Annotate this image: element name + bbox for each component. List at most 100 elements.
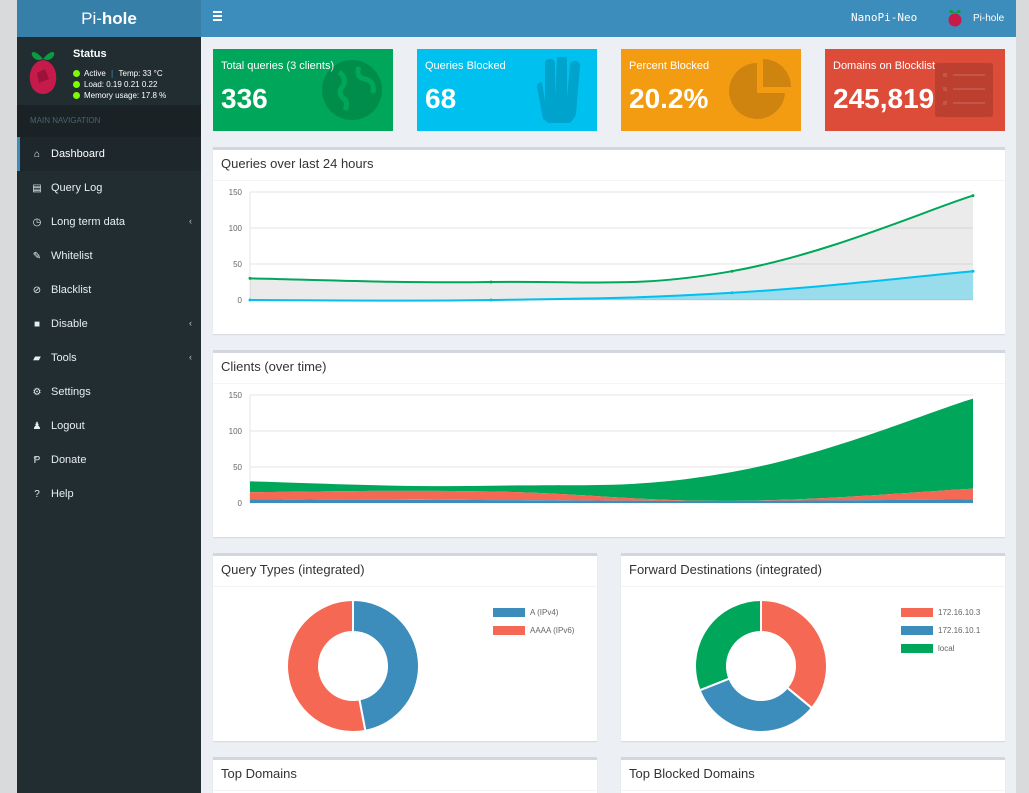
status-active: Active bbox=[84, 69, 106, 78]
sidebar-item-settings[interactable]: ⚙ Settings bbox=[17, 375, 201, 409]
status-memory: Memory usage: 17.8 % bbox=[84, 91, 167, 100]
queries-series-0-point-1 bbox=[489, 280, 493, 284]
sidebar: Pi-hole Status Active ❘ Temp: 33 °C Load: … bbox=[17, 0, 201, 793]
nav-list: ⌂ Dashboard ▤ Query Log ◷ Long term data ‹ ✎ Whi… bbox=[17, 137, 201, 511]
clock-icon: ◷ bbox=[32, 216, 42, 228]
logo-light: Pi- bbox=[81, 8, 102, 28]
queries-series-0-point-0 bbox=[248, 276, 252, 280]
raspberry-pi-logo bbox=[29, 52, 57, 94]
queries-series-1-point-1 bbox=[489, 298, 493, 302]
sidebar-item-label: Dashboard bbox=[51, 148, 105, 160]
stat-label: Queries Blocked bbox=[425, 60, 506, 72]
forward-destinations-legend: 172.16.10.3 172.16.10.1 local bbox=[901, 603, 980, 657]
sidebar-item-label: Whitelist bbox=[51, 250, 93, 262]
file-text-icon: ▤ bbox=[32, 182, 42, 194]
query-types-slice-0[interactable] bbox=[352, 598, 420, 733]
query-types-panel-title: Query Types (integrated) bbox=[213, 556, 597, 587]
question-circle-icon: ? bbox=[34, 488, 40, 500]
sidebar-item-label: Query Log bbox=[51, 182, 103, 194]
clients-ytick-label: 0 bbox=[238, 499, 243, 508]
queries-ytick-label: 100 bbox=[229, 224, 243, 233]
legend-swatch bbox=[901, 643, 933, 653]
load-dot-icon bbox=[73, 81, 80, 88]
raspberry-pi-icon bbox=[948, 9, 962, 27]
sidebar-item-blacklist[interactable]: ⊘ Blacklist bbox=[17, 273, 201, 307]
sidebar-item-tools[interactable]: ▰ Tools ‹ bbox=[17, 341, 201, 375]
clients-panel: Clients (over time) 0 50 100 150 bbox=[213, 350, 1005, 537]
sidebar-item-help[interactable]: ? Help bbox=[17, 477, 201, 511]
pie-chart-icon bbox=[729, 59, 791, 119]
hostname: NanoPi-Neo bbox=[851, 11, 918, 24]
app-logo[interactable]: Pi-hole bbox=[17, 0, 201, 37]
forward-destinations-legend-item[interactable]: 172.16.10.3 bbox=[901, 603, 980, 621]
sidebar-item-label: Settings bbox=[51, 386, 91, 398]
sidebar-item-whitelist[interactable]: ✎ Whitelist bbox=[17, 239, 201, 273]
legend-swatch bbox=[901, 607, 933, 617]
query-types-slice-1[interactable] bbox=[286, 598, 367, 733]
clients-series-2-area bbox=[250, 398, 973, 501]
user-menu[interactable]: Pi-hole bbox=[947, 7, 1004, 29]
ban-icon: ⊘ bbox=[32, 284, 42, 296]
memory-dot-icon bbox=[73, 92, 80, 99]
sidebar-item-label: Blacklist bbox=[51, 284, 92, 296]
forward-destinations-legend-item[interactable]: 172.16.10.1 bbox=[901, 621, 980, 639]
query-types-legend-item[interactable]: AAAA (IPv6) bbox=[493, 621, 574, 639]
top-domains-panel-title: Top Domains bbox=[213, 760, 597, 791]
sidebar-item-logout[interactable]: ♟ Logout bbox=[17, 409, 201, 443]
forward-destinations-slice-0[interactable] bbox=[760, 598, 828, 710]
globe-icon bbox=[322, 60, 382, 120]
stat-box-2: Queries Blocked 68 bbox=[417, 49, 597, 131]
active-dot-icon bbox=[73, 70, 80, 77]
thermometer-icon: ❘ bbox=[108, 69, 116, 78]
sidebar-item-donate[interactable]: Ᵽ Donate bbox=[17, 443, 201, 477]
queries-series-1-area bbox=[250, 271, 973, 301]
forward-destinations-slice-1[interactable] bbox=[698, 677, 814, 733]
queries-over-time-chart[interactable]: 0 50 100 150 bbox=[213, 184, 1005, 314]
sidebar-item-dashboard[interactable]: ⌂ Dashboard bbox=[17, 137, 201, 171]
edit-icon: ✎ bbox=[32, 250, 42, 262]
status-active-line: Active ❘ Temp: 33 °C bbox=[73, 68, 166, 79]
stat-value: 20.2% bbox=[629, 83, 709, 114]
queries-grid: 0 50 100 150 bbox=[229, 188, 973, 305]
sidebar-toggle-icon[interactable] bbox=[213, 11, 222, 23]
sidebar-item-disable[interactable]: ■ Disable ‹ bbox=[17, 307, 201, 341]
queries-series-1-point-3 bbox=[971, 269, 975, 273]
legend-swatch bbox=[493, 625, 525, 635]
sidebar-item-label: Disable bbox=[51, 318, 88, 330]
query-types-donut[interactable] bbox=[213, 588, 597, 738]
stat-box-1: Total queries (3 clients) 336 bbox=[213, 49, 393, 131]
folder-icon: ▰ bbox=[33, 352, 41, 364]
stat-label: Percent Blocked bbox=[629, 60, 710, 72]
legend-label: local bbox=[938, 643, 955, 653]
user-times-icon: ♟ bbox=[32, 420, 42, 432]
forward-destinations-legend-item[interactable]: local bbox=[901, 639, 980, 657]
top-blocked-domains-panel: Top Blocked Domains bbox=[621, 757, 1005, 793]
legend-label: 172.16.10.1 bbox=[938, 625, 981, 635]
top-bar: NanoPi-Neo Pi-hole bbox=[201, 0, 1016, 37]
queries-ytick-label: 150 bbox=[229, 188, 243, 197]
nav-header: MAIN NAVIGATION bbox=[17, 105, 201, 137]
forward-destinations-donut[interactable] bbox=[621, 588, 1005, 738]
home-icon: ⌂ bbox=[33, 148, 41, 160]
status-panel: Status Active ❘ Temp: 33 °C Load: 0.19 0.2… bbox=[17, 37, 201, 105]
status-lines: Active ❘ Temp: 33 °C Load: 0.19 0.21 0.22 … bbox=[73, 68, 166, 101]
stat-value: 336 bbox=[221, 83, 268, 114]
status-title: Status bbox=[73, 48, 107, 60]
forward-destinations-slice-2[interactable] bbox=[694, 598, 762, 692]
queries-panel-title: Queries over last 24 hours bbox=[213, 150, 1005, 181]
sidebar-item-query-log[interactable]: ▤ Query Log bbox=[17, 171, 201, 205]
clients-over-time-chart[interactable]: 0 50 100 150 bbox=[213, 387, 1005, 517]
sidebar-item-long-term-data[interactable]: ◷ Long term data ‹ bbox=[17, 205, 201, 239]
legend-label: A (IPv4) bbox=[530, 607, 559, 617]
clients-series-0-area bbox=[250, 499, 973, 503]
legend-label: 172.16.10.3 bbox=[938, 607, 981, 617]
status-load: Load: 0.19 0.21 0.22 bbox=[84, 80, 158, 89]
top-domains-panel: Top Domains bbox=[213, 757, 597, 793]
top-blocked-domains-panel-title: Top Blocked Domains bbox=[621, 760, 1005, 791]
queries-series-0-point-2 bbox=[730, 269, 734, 273]
sidebar-item-label: Donate bbox=[51, 454, 87, 466]
list-alt-icon bbox=[935, 63, 993, 117]
query-types-legend-item[interactable]: A (IPv4) bbox=[493, 603, 574, 621]
queries-series-0-area bbox=[250, 195, 973, 300]
queries-ytick-label: 0 bbox=[238, 296, 243, 305]
